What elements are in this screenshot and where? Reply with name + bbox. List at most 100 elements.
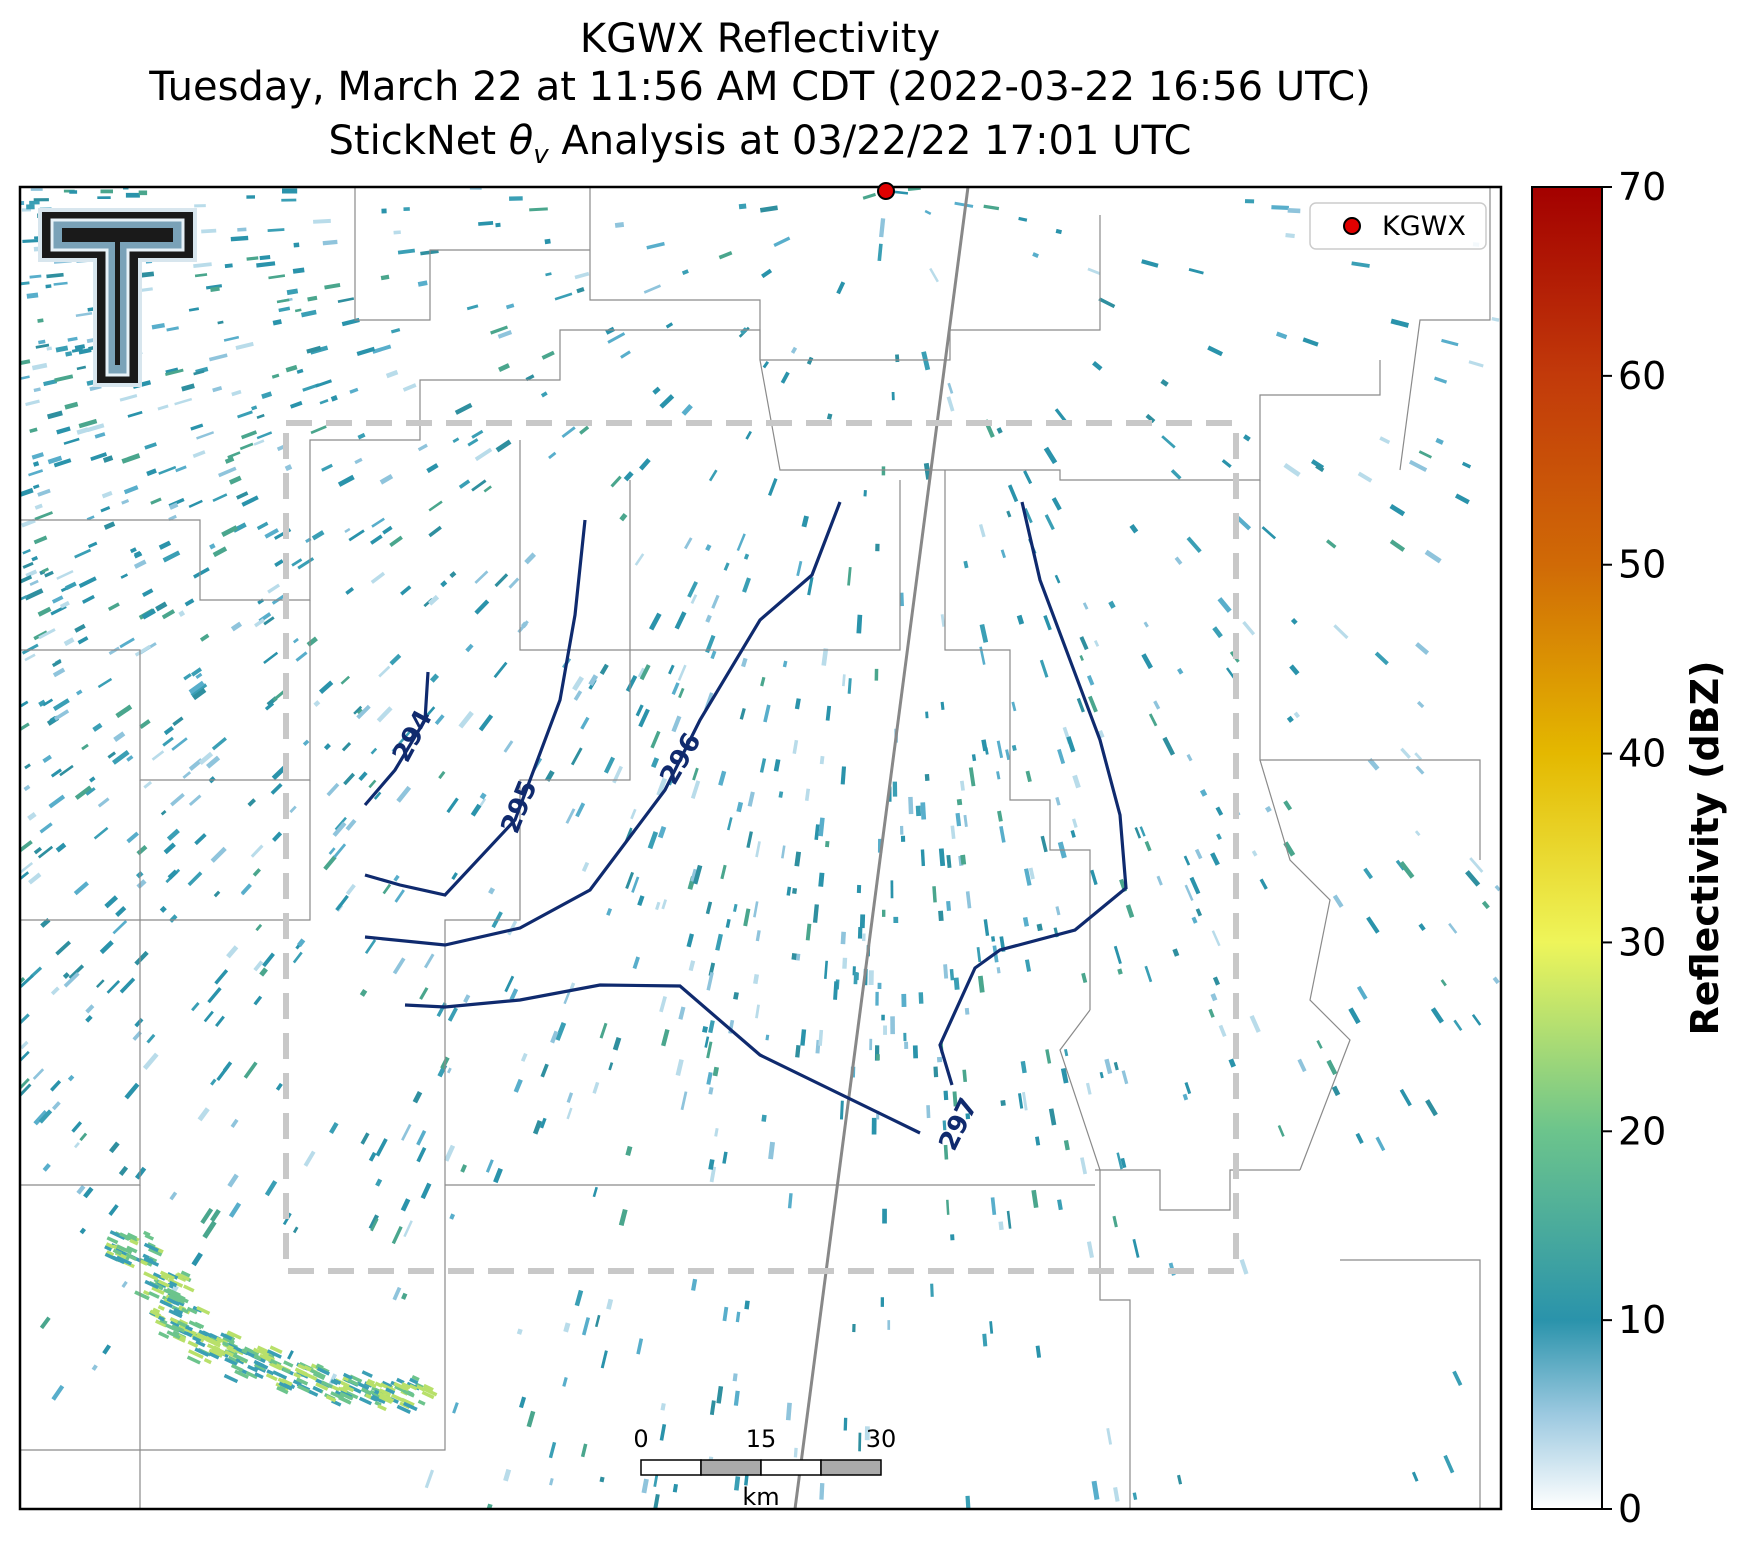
echo-gate — [1333, 624, 1349, 640]
echo-gate — [1022, 916, 1030, 927]
echo-gate — [1000, 549, 1006, 559]
echo-gate — [20, 487, 34, 497]
echo-gate — [1141, 653, 1153, 670]
echo-gate — [224, 456, 235, 464]
echo-gate — [194, 273, 208, 278]
echo-gate — [289, 805, 297, 814]
echo-gate — [69, 190, 78, 194]
echo-gate — [792, 739, 799, 754]
echo-gate — [138, 190, 148, 196]
echo-gate — [320, 1380, 334, 1389]
echo-gate — [44, 570, 54, 578]
echo-gate — [1176, 1474, 1183, 1485]
echo-gate — [121, 1280, 128, 1288]
echo-gate — [610, 475, 622, 488]
echo-gate — [504, 975, 515, 993]
echo-gate — [1113, 945, 1122, 965]
echo-gate — [1071, 818, 1078, 828]
echo-gate — [375, 1138, 388, 1157]
echo-gate — [612, 765, 623, 784]
echo-gate — [825, 705, 832, 721]
echo-gate — [579, 425, 590, 435]
echo-gate — [704, 692, 714, 711]
echo-gate — [962, 1069, 968, 1083]
echo-gate — [20, 1050, 30, 1065]
echo-gate — [946, 1199, 950, 1215]
echo-gate — [1351, 261, 1370, 268]
echo-gate — [134, 1166, 147, 1180]
echo-gate — [691, 1278, 698, 1291]
colorbar-tick-label: 60 — [1618, 354, 1666, 398]
echo-gate — [570, 747, 583, 766]
echo-gate — [321, 463, 333, 472]
echo-gate — [871, 1117, 877, 1135]
echo-gate — [159, 1270, 175, 1281]
echo-gate — [175, 1296, 186, 1305]
echo-gate — [296, 368, 304, 374]
echo-gate — [603, 756, 616, 774]
colorbar-tick-label: 50 — [1618, 543, 1666, 587]
echo-gate — [743, 908, 751, 927]
echo-gate — [893, 916, 899, 924]
echo-gate — [463, 994, 471, 1004]
echo-gate — [155, 1319, 168, 1328]
echo-gate — [509, 988, 519, 1001]
echo-gate — [950, 825, 956, 840]
echo-gate — [723, 562, 730, 571]
echo-gate — [1210, 852, 1220, 866]
echo-gate — [104, 1252, 119, 1262]
echo-gate — [493, 661, 508, 679]
echo-gate — [37, 318, 44, 323]
echo-gate — [170, 792, 185, 807]
echo-gate — [25, 399, 40, 407]
echo-gate — [168, 502, 179, 510]
echo-gate — [576, 287, 585, 294]
echo-gate — [285, 364, 298, 373]
echo-gate — [709, 1400, 716, 1416]
echo-gate — [198, 751, 214, 765]
echo-gate — [857, 927, 863, 939]
echo-gate — [608, 1062, 614, 1071]
echo-gate — [385, 1387, 396, 1395]
echo-gate — [102, 1344, 112, 1355]
echo-gate — [32, 461, 40, 467]
echo-gate — [109, 1230, 126, 1240]
echo-gate — [903, 1032, 907, 1042]
echo-gate — [119, 637, 135, 649]
echo-gate — [100, 506, 111, 513]
echo-gate — [1174, 556, 1183, 565]
echo-gate — [194, 833, 207, 846]
echo-gate — [656, 777, 668, 797]
echo-gate — [739, 707, 746, 720]
echo-gate — [1020, 1060, 1027, 1074]
echo-gate — [1134, 827, 1142, 839]
echo-gate — [1006, 1210, 1012, 1229]
echo-gate — [187, 871, 203, 887]
echo-gate — [1277, 1124, 1285, 1137]
echo-gate — [890, 880, 894, 899]
echo-gate — [75, 311, 93, 317]
echo-gate — [1289, 664, 1300, 676]
echo-gate — [704, 1036, 710, 1048]
echo-gate — [672, 1483, 679, 1493]
title-line-1: KGWX Reflectivity — [579, 16, 941, 62]
echo-gate — [1189, 876, 1201, 895]
echo-gate — [295, 651, 308, 662]
echo-gate — [223, 1373, 239, 1384]
echo-gate — [1116, 1152, 1123, 1170]
echo-gate — [643, 284, 662, 294]
echo-gate — [136, 844, 148, 856]
echo-gate — [581, 1317, 591, 1336]
echo-gate — [332, 1378, 342, 1385]
echo-gate — [1076, 697, 1085, 713]
echo-gate — [805, 923, 812, 941]
echo-gate — [1039, 659, 1049, 678]
echo-gate — [292, 951, 303, 964]
echo-gate — [735, 1311, 741, 1323]
echo-gate — [85, 1004, 95, 1014]
echo-gate — [618, 1208, 628, 1226]
echo-gate — [705, 901, 713, 915]
echo-gate — [168, 1280, 178, 1288]
echo-gate — [665, 322, 674, 329]
echo-gate — [1435, 437, 1444, 445]
